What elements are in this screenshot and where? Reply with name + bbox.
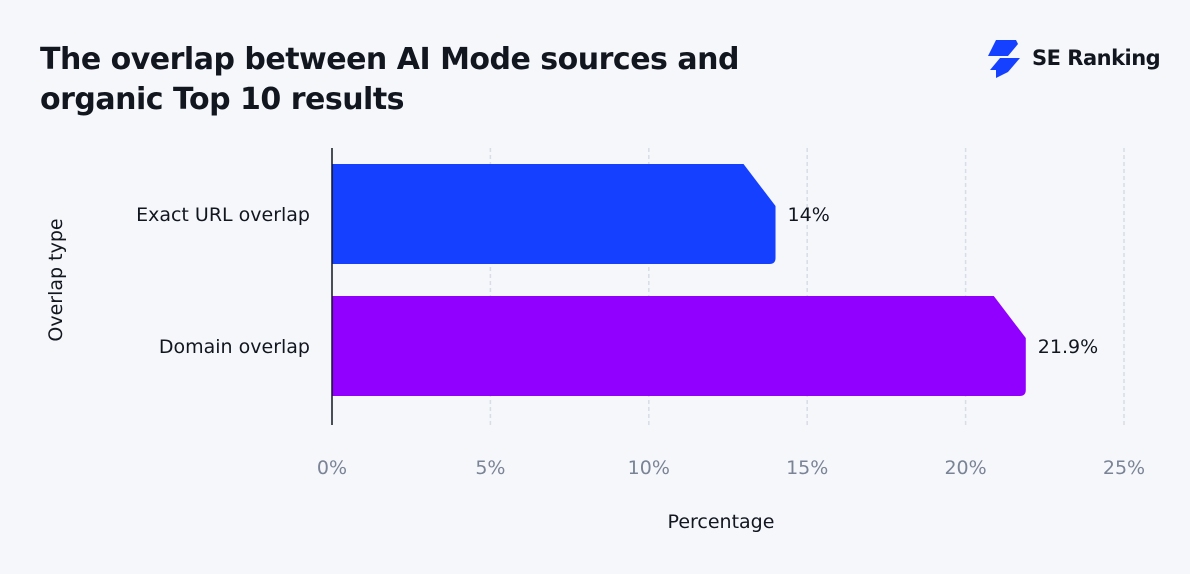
se-ranking-logo-icon — [988, 40, 1020, 78]
x-tick-label: 15% — [786, 457, 828, 479]
x-tick-label: 10% — [628, 457, 670, 479]
category-label: Exact URL overlap — [136, 204, 310, 226]
logo: SE Ranking — [986, 38, 1161, 78]
x-tick-label: 5% — [475, 457, 505, 479]
x-axis-title: Percentage — [668, 511, 775, 533]
category-label: Domain overlap — [159, 336, 310, 358]
data-label: 21.9% — [1038, 336, 1098, 358]
x-tick-label: 25% — [1103, 457, 1145, 479]
logo-text: SE Ranking — [1032, 46, 1161, 70]
chart-title: The overlap between AI Mode sources and … — [40, 42, 739, 117]
bar-1 — [332, 296, 1026, 396]
x-tick-label: 0% — [317, 457, 347, 479]
y-axis-title: Overlap type — [45, 218, 67, 341]
bar-0 — [332, 164, 776, 264]
data-label: 14% — [788, 204, 830, 226]
x-tick-label: 20% — [944, 457, 986, 479]
